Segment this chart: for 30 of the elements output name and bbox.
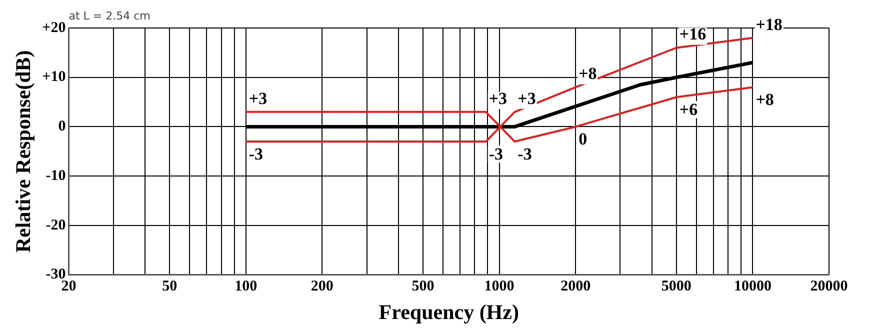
y-tick-label: 0 [58, 118, 66, 135]
annotation: -3 [518, 144, 532, 164]
y-axis-title: Relative Response(dB) [11, 50, 36, 253]
annotation: +8 [578, 64, 597, 84]
annotation: 0 [578, 130, 588, 149]
x-tick-label: 1000 [484, 278, 514, 295]
x-tick-label: 500 [412, 278, 434, 295]
annotation: +6 [679, 100, 698, 119]
x-tick-label: 50 [162, 278, 178, 295]
annotation: +3 [248, 88, 268, 108]
y-tick-label: -10 [46, 168, 66, 184]
x-tick-label: 20000 [810, 278, 848, 295]
x-tick-label: 2000 [560, 278, 591, 295]
y-tick-label: +10 [42, 69, 66, 86]
annotation: -3 [488, 144, 504, 164]
y-tick-label: +20 [42, 20, 66, 36]
text: at L = 2.54 cm [68, 9, 150, 22]
annotation: +8 [756, 90, 774, 110]
y-tick-label: -20 [46, 217, 66, 234]
x-tick-label: 20 [61, 278, 76, 295]
annotation: +16 [679, 24, 706, 44]
annotation: +3 [488, 88, 508, 108]
x-tick-label: 200 [310, 278, 334, 295]
x-tick-label: 100 [234, 278, 258, 295]
annotation: +3 [518, 88, 536, 108]
annotation: +18 [756, 14, 782, 34]
x-tick-label: 5000 [661, 278, 692, 295]
annotation: -3 [248, 144, 264, 164]
x-axis-title: Frequency (Hz) [378, 300, 519, 324]
x-tick-label: 10000 [734, 278, 772, 295]
